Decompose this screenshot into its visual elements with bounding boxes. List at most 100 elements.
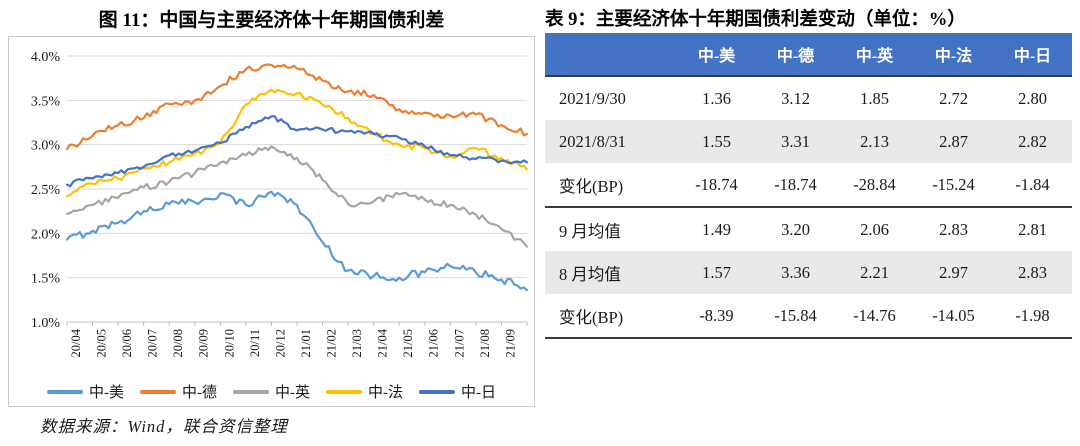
x-axis-tick-label: 21/04: [376, 328, 390, 357]
x-axis-tick-label: 21/09: [503, 329, 517, 357]
x-axis-tick-label: 20/06: [120, 329, 134, 357]
legend-item: 中-德: [140, 381, 217, 402]
legend-label: 中-美: [89, 385, 124, 401]
table-cell: 2.81: [1018, 219, 1047, 239]
y-axis-tick-label: 2.5%: [31, 183, 61, 198]
table-cell: -14.05: [932, 305, 975, 325]
x-axis-tick-label: 21/05: [401, 329, 415, 357]
x-axis-tick-label: 20/12: [273, 329, 287, 357]
table-cell: -28.84: [853, 174, 896, 194]
table-cell: 3.20: [781, 219, 810, 239]
table-row: 2021/9/30 1.36 3.12 1.85 2.72 2.80: [545, 77, 1072, 120]
table-header-cell: 中-美: [697, 48, 736, 65]
y-axis-tick-label: 2.0%: [31, 227, 61, 242]
table-cell: -18.74: [695, 174, 738, 194]
table-header-cell: 中-德: [776, 48, 815, 65]
table-cell: 2.83: [939, 219, 968, 239]
legend-label: 中-德: [182, 385, 217, 401]
table-cell: 2.06: [860, 219, 889, 239]
series-line-2: [65, 145, 529, 248]
table-header-row: 中-美 中-德 中-英 中-法 中-日: [545, 33, 1072, 77]
x-axis-tick-label: 20/11: [248, 329, 262, 357]
chart-frame: 4.0% 3.5% 3.0% 2.5% 2.0% 1.5% 1.0% 20/04 20/05 20…: [8, 36, 535, 407]
y-axis-tick-label: 4.0%: [31, 50, 61, 65]
table-row-label: 9 月均值: [559, 221, 621, 241]
table-cell: 2.82: [1018, 131, 1047, 151]
table-cell: -1.98: [1015, 305, 1050, 325]
table-row: 9 月均值 1.49 3.20 2.06 2.83 2.81: [545, 208, 1072, 251]
x-axis-tick-label: 20/08: [171, 329, 185, 357]
table-cell: 3.31: [781, 131, 810, 151]
x-axis-tick-label: 20/07: [146, 329, 160, 357]
table-row: 8 月均值 1.57 3.36 2.21 2.97 2.83: [545, 251, 1072, 294]
line-chart: 4.0% 3.5% 3.0% 2.5% 2.0% 1.5% 1.0% 20/04 20/05 20…: [31, 50, 529, 357]
table-cell: 1.49: [702, 219, 731, 239]
series-line-0: [65, 190, 529, 292]
table-cell: -15.24: [932, 174, 975, 194]
table-cell: -15.84: [774, 305, 817, 325]
x-axis-tick-label: 21/06: [427, 329, 441, 357]
table-cell: -18.74: [774, 174, 817, 194]
table-cell: 1.85: [860, 88, 889, 108]
legend-line-swatch: [47, 389, 83, 394]
table-row: 变化(BP) -8.39 -15.84 -14.76 -14.05 -1.98: [545, 294, 1072, 339]
x-axis-tick-label: 20/05: [95, 329, 109, 357]
table-row-label: 8 月均值: [559, 264, 621, 284]
table-cell: -8.39: [699, 305, 734, 325]
table-title: 表 9：主要经济体十年期国债利差变动（单位：%）: [545, 10, 966, 30]
table-cell: 1.36: [702, 88, 731, 108]
x-axis-tick-label: 21/03: [350, 329, 364, 357]
table-row-label: 变化(BP): [559, 176, 624, 196]
legend-line-swatch: [326, 389, 362, 394]
chart-title: 图 11：中国与主要经济体十年期国债利差: [98, 10, 445, 31]
table-cell: 3.36: [781, 262, 810, 282]
legend-label: 中-法: [368, 385, 403, 401]
table-cell: 2.83: [1018, 262, 1047, 282]
table-cell: 2.87: [939, 131, 968, 151]
y-axis-tick-label: 3.5%: [31, 94, 61, 109]
table-cell: 2.72: [939, 88, 968, 108]
series-line-3: [65, 88, 529, 198]
x-axis-tick-label: 20/10: [222, 329, 236, 357]
table-cell: 2.97: [939, 262, 968, 282]
legend-line-swatch: [140, 389, 176, 394]
legend-line-swatch: [233, 389, 269, 394]
table-cell: -1.84: [1015, 174, 1050, 194]
spread-table: 中-美 中-德 中-英 中-法 中-日 2021/9/30 1.36 3.12 1.85 2.72…: [545, 33, 1072, 339]
table-row-label: 2021/8/31: [559, 131, 626, 151]
table-header-cell: 中-英: [855, 48, 894, 65]
legend-item: 中-英: [233, 381, 310, 402]
table-cell: 2.13: [860, 131, 889, 151]
x-axis-tick-label: 21/07: [452, 329, 466, 357]
table-row-label: 2021/9/30: [559, 88, 626, 108]
table-cell: 2.80: [1018, 88, 1047, 108]
table-cell: -14.76: [853, 305, 896, 325]
y-axis-tick-label: 3.0%: [31, 139, 61, 154]
table-cell: 1.57: [702, 262, 731, 282]
y-axis-tick-label: 1.5%: [31, 272, 61, 287]
source-note: 数据来源：Wind，联合资信整理: [40, 417, 288, 436]
legend-label: 中-英: [275, 385, 310, 401]
table-cell: 2.21: [860, 262, 889, 282]
y-axis-tick-label: 1.0%: [31, 316, 61, 331]
chart-legend: 中-美 中-德 中-英 中-法 中-日: [9, 381, 534, 402]
x-axis-tick-label: 21/02: [325, 329, 339, 357]
series-line-1: [65, 63, 529, 151]
table-row: 变化(BP) -18.74 -18.74 -28.84 -15.24 -1.84: [545, 163, 1072, 208]
x-axis-tick-label: 20/04: [69, 328, 83, 357]
legend-line-swatch: [419, 389, 455, 394]
legend-item: 中-美: [47, 381, 124, 402]
x-axis-tick-label: 20/09: [197, 329, 211, 357]
x-axis-tick-label: 21/01: [299, 329, 313, 357]
legend-item: 中-法: [326, 381, 403, 402]
legend-item: 中-日: [419, 381, 496, 402]
legend-label: 中-日: [461, 385, 496, 401]
table-row-label: 变化(BP): [559, 307, 624, 327]
table-cell: 3.12: [781, 88, 810, 108]
table-header-cell: 中-日: [1013, 48, 1052, 65]
table-cell: 1.55: [702, 131, 731, 151]
x-axis-tick-label: 21/08: [478, 329, 492, 357]
series-line-4: [65, 115, 529, 188]
table-header-cell: 中-法: [934, 48, 973, 65]
